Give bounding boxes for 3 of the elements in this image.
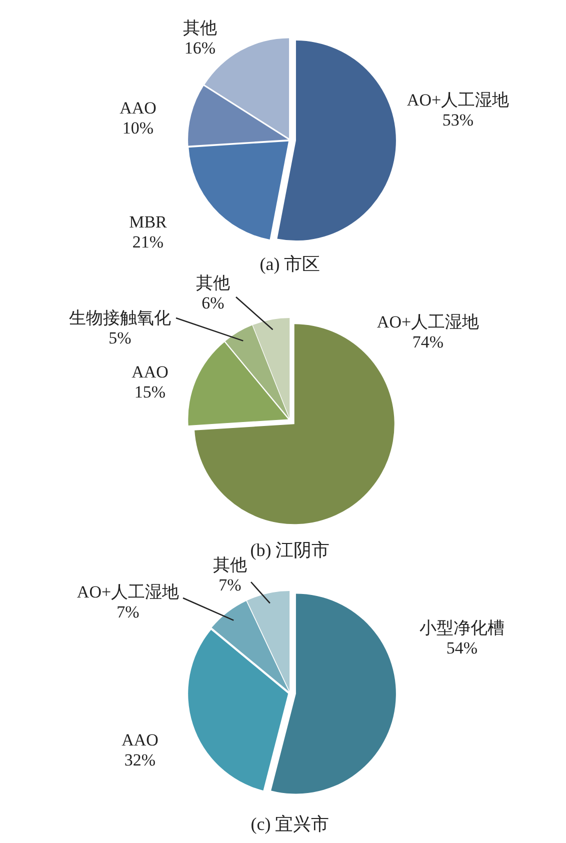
title: (b) 江阴市	[250, 540, 330, 560]
title: (c) 宜兴市	[250, 814, 330, 834]
title: (a) 市区	[260, 254, 320, 274]
